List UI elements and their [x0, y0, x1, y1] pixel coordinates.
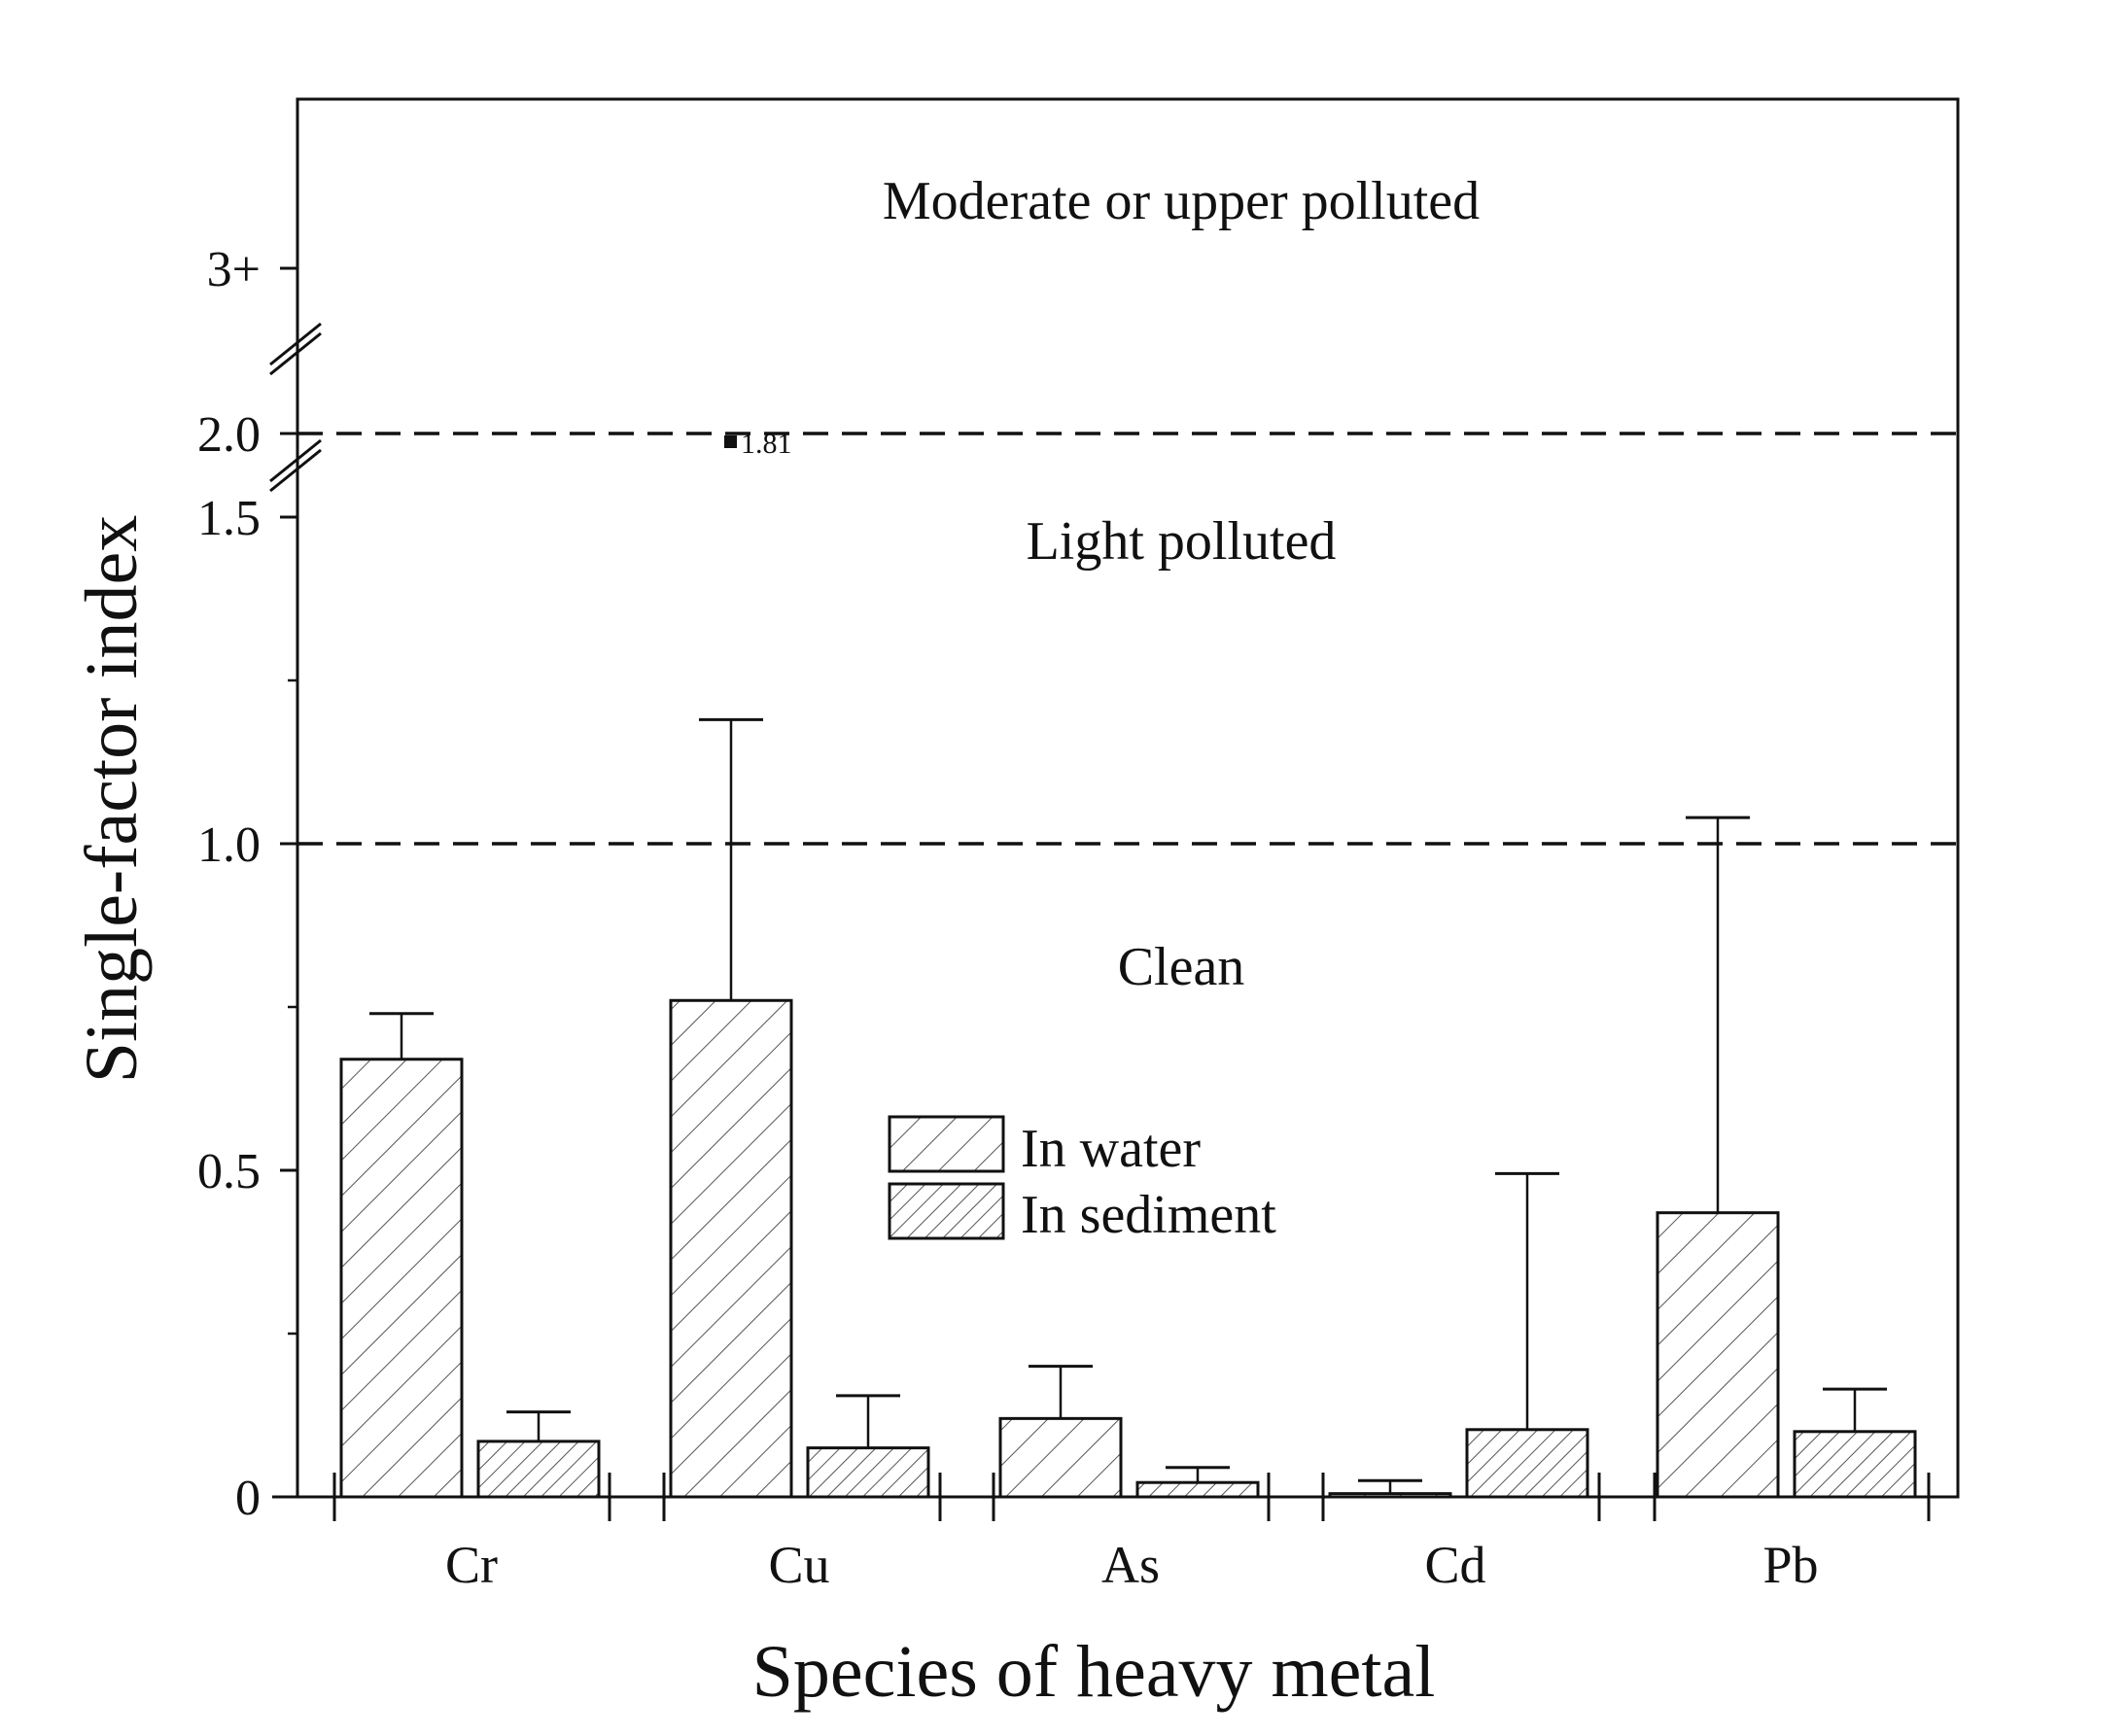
- bar-cd-sediment: [1465, 1428, 1589, 1499]
- x-tick-label-cu: Cu: [768, 1536, 829, 1594]
- bar-cu-water: [669, 998, 793, 1499]
- bar-pb-sediment: [1793, 1430, 1917, 1499]
- x-tick-label-cr: Cr: [445, 1536, 498, 1594]
- y-tick-label: 0.5: [197, 1144, 261, 1199]
- annotation-label: 1.81: [741, 428, 792, 460]
- y-tick-label: 2.0: [197, 407, 261, 463]
- y-tick-label: 1.0: [197, 817, 261, 873]
- bar-pb-water: [1656, 1211, 1780, 1499]
- legend: In water In sediment: [888, 1115, 1276, 1245]
- annotation-marker: [724, 435, 737, 448]
- x-tick-label-pb: Pb: [1762, 1536, 1818, 1594]
- bar-as-sediment: [1135, 1480, 1260, 1499]
- region-label-light: Light polluted: [1027, 511, 1337, 572]
- legend-swatch-sediment: [888, 1182, 1005, 1240]
- region-label-clean: Clean: [1118, 937, 1245, 997]
- bar-cr-water: [339, 1058, 464, 1499]
- y-tick-label: 3+: [207, 242, 261, 297]
- legend-swatch-water: [888, 1115, 1005, 1173]
- x-tick-label-as: As: [1101, 1536, 1160, 1594]
- legend-label-sediment: In sediment: [1021, 1185, 1276, 1245]
- x-axis-title: Species of heavy metal: [752, 1631, 1436, 1713]
- threshold-lines: [297, 432, 1958, 846]
- bar-as-water: [998, 1416, 1123, 1499]
- bars: [339, 717, 1917, 1499]
- x-tick-label-cd: Cd: [1424, 1536, 1485, 1594]
- axis-break-lower: [269, 438, 322, 493]
- bar-cr-sediment: [476, 1440, 601, 1499]
- y-tick-label: 0: [235, 1471, 261, 1526]
- legend-label-water: In water: [1021, 1119, 1201, 1179]
- y-axis: 0 0.5 1.0 1.5 2.0 3+: [197, 242, 297, 1526]
- y-tick-label: 1.5: [197, 491, 261, 546]
- region-label-moderate: Moderate or upper polluted: [883, 171, 1480, 231]
- bar-cu-sediment: [806, 1446, 930, 1499]
- y-axis-title: Single-factor index: [71, 515, 153, 1084]
- axis-break-upper: [269, 322, 322, 376]
- x-axis: Cr Cu As Cd Pb: [272, 1473, 1958, 1594]
